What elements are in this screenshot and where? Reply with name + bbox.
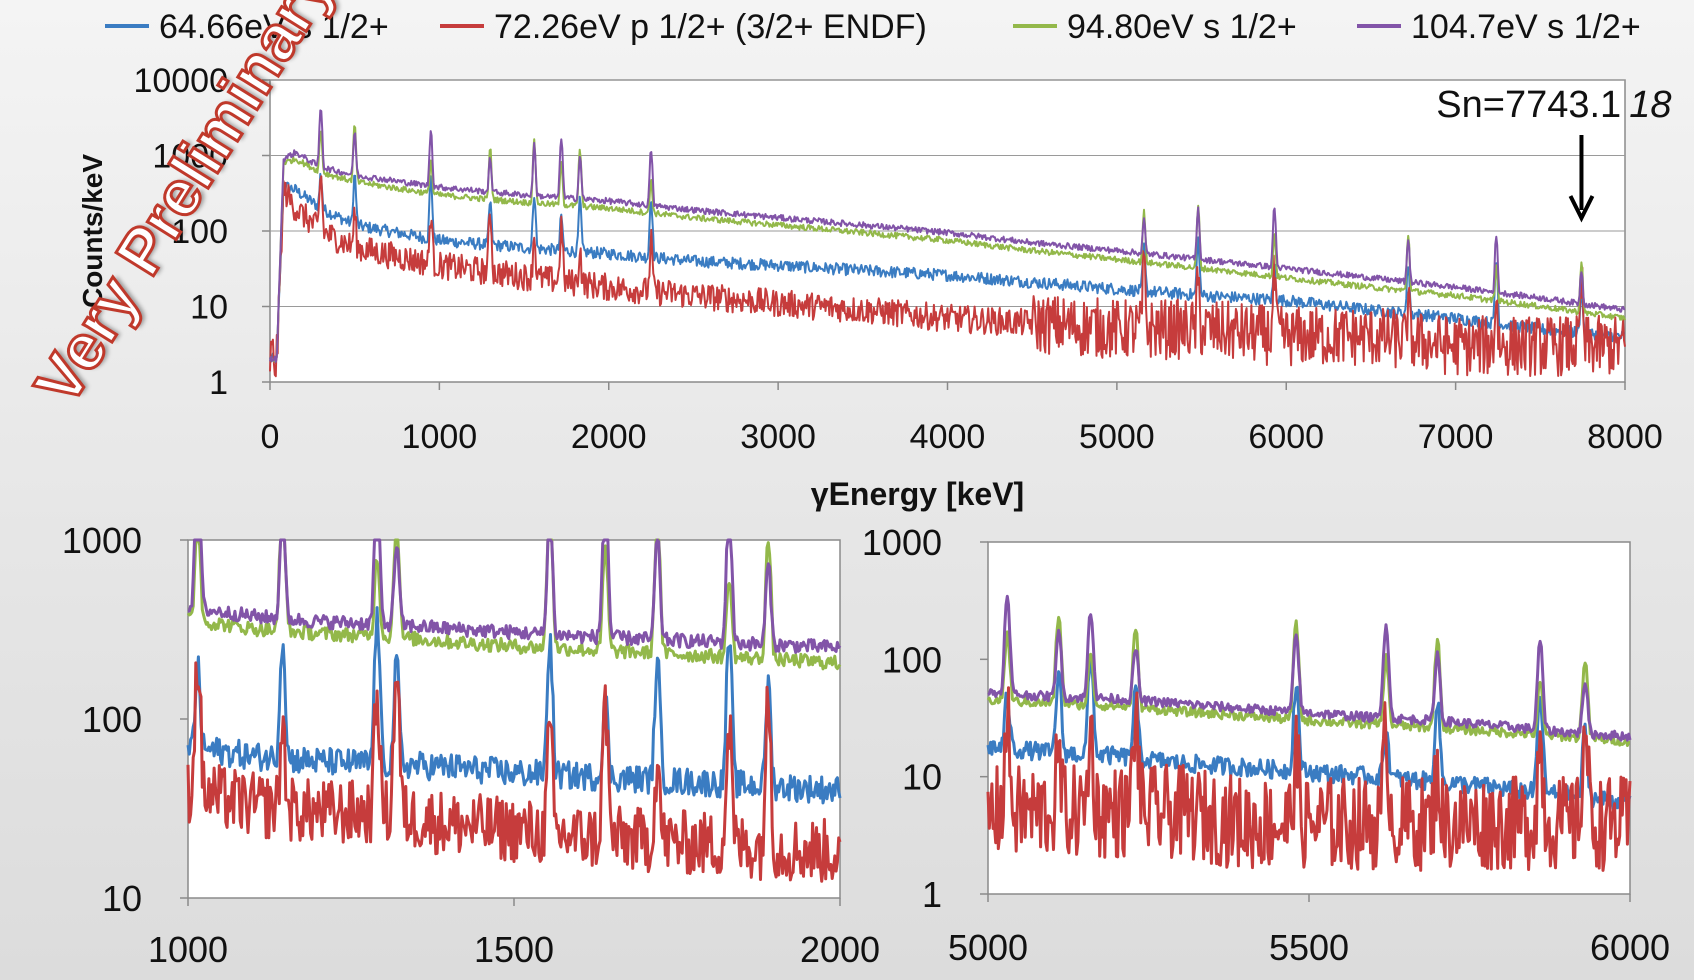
sn-annotation-suffix: 18 bbox=[1629, 84, 1671, 126]
x-tick-label: 7000 bbox=[1418, 418, 1494, 456]
x-tick-label: 6000 bbox=[1248, 418, 1324, 456]
y-tick-label: 1 bbox=[209, 364, 228, 402]
y-tick-label: 100 bbox=[171, 213, 228, 251]
x-axis-label: γEnergy [keV] bbox=[811, 476, 1024, 512]
x-tick-label: 1000 bbox=[148, 929, 228, 970]
x-tick-label: 2000 bbox=[571, 418, 647, 456]
series-line-1 bbox=[186, 661, 842, 883]
legend-label-2: 94.80eV s 1/2+ bbox=[1067, 8, 1297, 46]
y-tick-label: 1 bbox=[922, 874, 942, 915]
x-tick-label: 0 bbox=[261, 418, 280, 456]
series-line-3 bbox=[269, 109, 1626, 363]
x-tick-label: 5000 bbox=[948, 927, 1028, 968]
legend-label-3: 104.7eV s 1/2+ bbox=[1411, 8, 1641, 46]
series-line-2 bbox=[986, 615, 1631, 747]
x-tick-label: 4000 bbox=[910, 418, 986, 456]
y-tick-label: 10 bbox=[102, 878, 142, 919]
legend-label-1: 72.26eV p 1/2+ (3/2+ ENDF) bbox=[494, 8, 927, 46]
y-tick-label: 100 bbox=[82, 699, 142, 740]
x-tick-label: 1500 bbox=[474, 929, 554, 970]
series-line-3 bbox=[987, 594, 1632, 742]
y-tick-label: 10000 bbox=[133, 62, 228, 100]
x-tick-label: 2000 bbox=[800, 929, 880, 970]
y-tick-label: 1000 bbox=[152, 138, 228, 176]
x-tick-label: 5000 bbox=[1079, 418, 1155, 456]
series-line-1 bbox=[986, 686, 1632, 872]
y-axis-label: Counts/keV bbox=[77, 154, 108, 308]
y-tick-label: 10 bbox=[902, 757, 942, 798]
series-line-2 bbox=[186, 538, 842, 671]
series-line-2 bbox=[269, 125, 1626, 363]
sn-arrow-head bbox=[1568, 195, 1595, 223]
x-tick-label: 5500 bbox=[1269, 927, 1349, 968]
series-line-3 bbox=[187, 538, 842, 654]
x-tick-label: 3000 bbox=[740, 418, 816, 456]
sn-annotation-text: Sn=7743.1 bbox=[1436, 84, 1621, 126]
y-tick-label: 1000 bbox=[862, 522, 942, 563]
x-tick-label: 6000 bbox=[1590, 927, 1670, 968]
series-line-1 bbox=[269, 175, 1626, 378]
x-tick-label: 8000 bbox=[1587, 418, 1663, 456]
legend: 64.66eV s 1/2+ 72.26eV p 1/2+ (3/2+ ENDF)… bbox=[105, 8, 1641, 46]
sn-annotation: Sn=7743.1 18 bbox=[1436, 84, 1671, 126]
main-spectrum-chart: 1 10 100 1000 10000 0 1000 2000 3000 4000 5000 6000… bbox=[77, 62, 1671, 512]
y-tick-label: 10 bbox=[190, 289, 228, 327]
legend-label-0: 64.66eV s 1/2+ bbox=[159, 8, 389, 46]
series-line-0 bbox=[186, 606, 842, 805]
y-tick-label: 100 bbox=[882, 639, 942, 680]
zoom-chart-1000-2000: 10 100 1000 1000 1500 2000 bbox=[62, 520, 880, 970]
x-tick-label: 1000 bbox=[402, 418, 478, 456]
zoom-chart-5000-6000: 1 10 100 1000 5000 5500 6000 bbox=[862, 522, 1670, 968]
series-line-0 bbox=[269, 172, 1625, 365]
y-tick-label: 1000 bbox=[62, 520, 142, 561]
